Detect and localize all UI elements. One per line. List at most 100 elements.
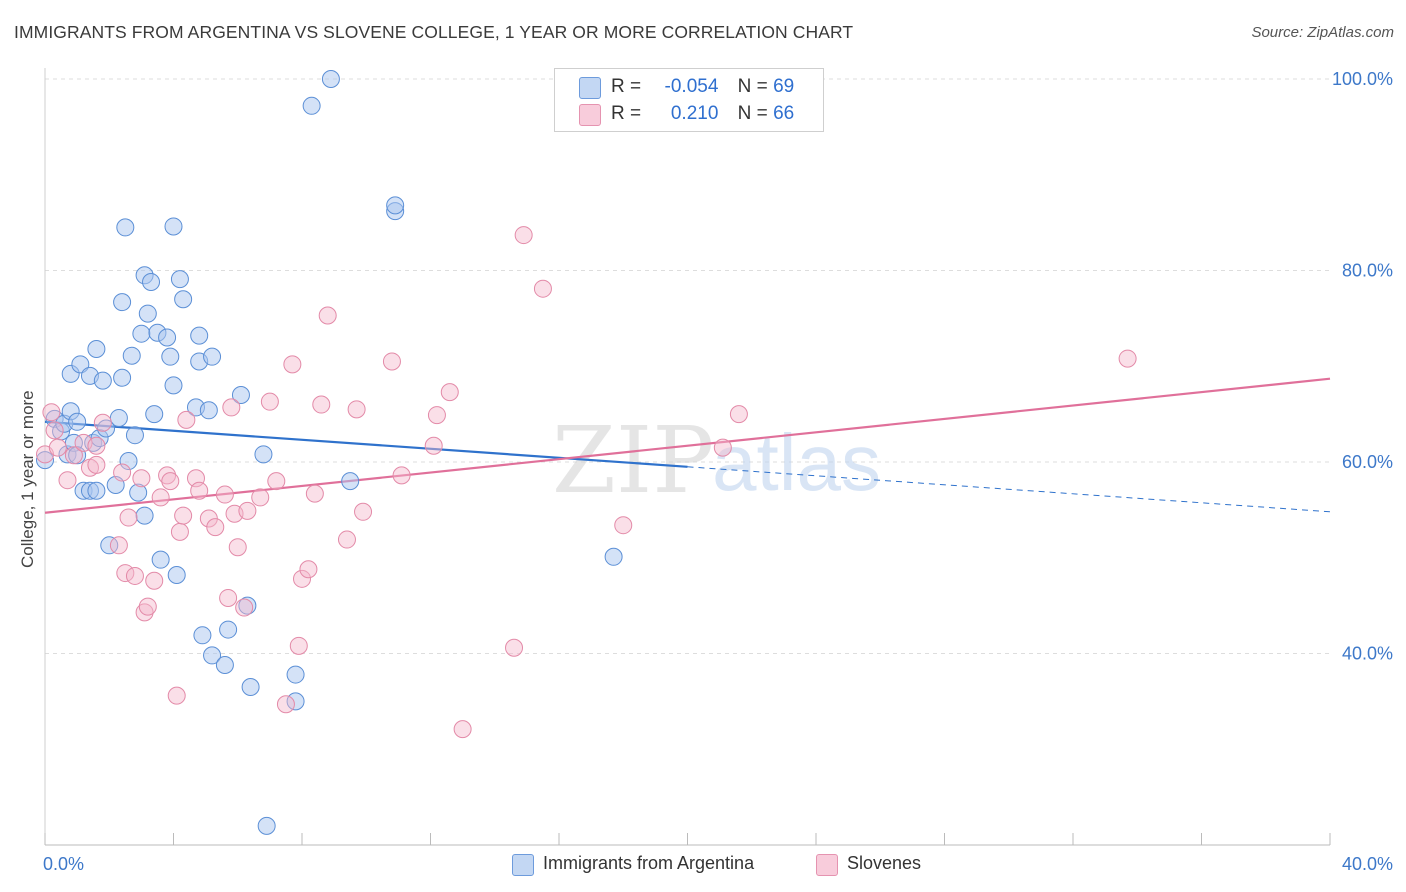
point-argentina	[68, 412, 87, 431]
point-slovenes	[109, 536, 128, 555]
x-tick-label: 40.0%	[1342, 854, 1393, 874]
point-slovenes	[440, 383, 459, 402]
point-slovenes	[132, 469, 151, 488]
point-argentina	[231, 385, 250, 404]
x-tick-label: 0.0%	[43, 854, 84, 874]
point-slovenes	[93, 413, 112, 432]
point-slovenes	[58, 471, 77, 490]
watermark-atlas: atlas	[712, 418, 881, 507]
point-slovenes	[235, 598, 254, 617]
legend-swatch-argentina	[579, 77, 601, 99]
point-slovenes	[347, 400, 366, 419]
point-slovenes	[312, 395, 331, 414]
point-slovenes	[206, 518, 225, 537]
y-axis-label: College, 1 year or more	[18, 390, 37, 568]
point-slovenes	[64, 446, 83, 465]
point-argentina	[36, 451, 54, 470]
point-argentina	[158, 328, 177, 347]
point-argentina	[203, 646, 222, 665]
chart-title: IMMIGRANTS FROM ARGENTINA VS SLOVENE COL…	[14, 22, 854, 42]
legend-n-label: N =	[737, 103, 768, 124]
point-argentina	[109, 408, 128, 427]
point-argentina	[386, 196, 405, 215]
series-slovenes-points	[36, 226, 1137, 739]
point-argentina	[190, 326, 209, 345]
point-slovenes	[228, 538, 247, 557]
point-slovenes	[238, 501, 257, 520]
point-argentina	[604, 547, 623, 566]
point-argentina	[151, 550, 170, 569]
point-slovenes	[48, 438, 67, 457]
point-slovenes	[427, 406, 446, 425]
point-argentina	[203, 347, 222, 366]
point-slovenes	[87, 455, 106, 474]
point-slovenes	[713, 438, 732, 457]
point-slovenes	[293, 569, 311, 588]
bottom-legend-swatch-slovenes	[816, 854, 838, 876]
point-argentina	[142, 272, 161, 291]
point-slovenes	[251, 488, 270, 507]
point-slovenes	[1118, 349, 1137, 368]
point-argentina	[145, 405, 164, 424]
point-slovenes	[337, 530, 356, 549]
point-slovenes	[289, 636, 308, 655]
point-slovenes	[167, 686, 186, 705]
point-argentina	[129, 483, 148, 502]
point-slovenes	[190, 481, 209, 500]
point-slovenes	[283, 355, 302, 374]
y-tick-label: 80.0%	[1342, 261, 1393, 281]
point-argentina	[341, 472, 360, 491]
point-slovenes	[354, 502, 373, 521]
point-slovenes	[174, 506, 193, 525]
point-slovenes	[382, 352, 401, 371]
trend-line-slovenes	[44, 377, 1331, 514]
point-slovenes	[614, 516, 633, 535]
watermark: ZIP atlas	[552, 407, 881, 514]
legend-n-value: 66	[773, 103, 795, 124]
point-slovenes	[222, 398, 241, 417]
point-argentina	[116, 218, 135, 237]
point-slovenes	[729, 405, 748, 424]
point-slovenes	[219, 588, 238, 607]
point-argentina	[219, 620, 238, 639]
point-slovenes	[505, 638, 524, 657]
point-argentina	[164, 376, 183, 395]
point-slovenes	[299, 560, 318, 579]
watermark-zip: ZIP	[552, 407, 714, 514]
legend-n-value: 69	[773, 76, 795, 97]
point-argentina	[199, 401, 218, 420]
trend-lines	[44, 377, 1331, 514]
point-slovenes	[514, 226, 533, 245]
y-tick-label: 40.0%	[1342, 644, 1393, 664]
point-slovenes	[135, 603, 154, 622]
point-argentina	[100, 536, 119, 555]
point-slovenes	[260, 392, 279, 411]
point-slovenes	[177, 410, 196, 429]
point-slovenes	[453, 720, 472, 739]
point-slovenes	[158, 466, 177, 485]
point-slovenes	[125, 566, 144, 585]
point-slovenes	[161, 472, 180, 491]
point-slovenes	[533, 279, 552, 298]
bottom-legend-label-argentina: Immigrants from Argentina	[543, 853, 755, 873]
bottom-legend-label-slovenes: Slovenes	[847, 853, 922, 873]
point-slovenes	[45, 421, 64, 440]
point-argentina	[215, 655, 234, 674]
point-argentina	[174, 290, 193, 309]
point-slovenes	[151, 488, 170, 507]
point-argentina	[87, 481, 106, 500]
point-slovenes	[392, 466, 411, 485]
point-argentina	[170, 270, 189, 289]
point-argentina	[286, 665, 305, 684]
point-argentina	[93, 371, 112, 390]
legend-r-label: R =	[611, 76, 642, 97]
point-argentina	[257, 816, 276, 835]
y-tick-label: 100.0%	[1332, 69, 1393, 89]
legend-row-argentina-text: R = -0.054 N = 69	[611, 76, 794, 98]
point-argentina	[87, 340, 106, 359]
point-argentina	[132, 324, 151, 343]
series-argentina-points	[36, 70, 623, 835]
legend-r-value: 0.210	[670, 103, 719, 124]
legend-row-slovenes-text: R = 0.210 N = 66	[611, 103, 794, 125]
